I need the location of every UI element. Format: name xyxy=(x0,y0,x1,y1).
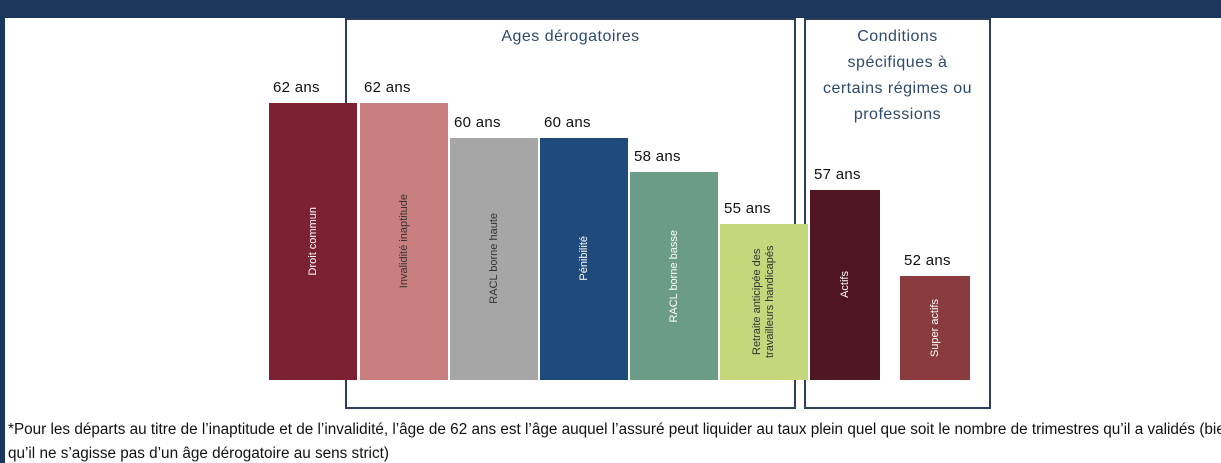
value-label: 52 ans xyxy=(904,252,951,270)
group-title: Conditions spécifiques à certains régime… xyxy=(822,28,973,123)
category-label: RACL borne basse xyxy=(667,229,680,323)
value-label: 55 ans xyxy=(724,200,771,218)
bar: RACL borne haute xyxy=(450,137,538,380)
footnote: *Pour les départs au titre de l’inaptitu… xyxy=(8,421,1221,462)
bar: Pénibilité xyxy=(540,137,628,380)
category-label: Super actifs xyxy=(928,299,941,358)
bar: Invalidité inaptitude xyxy=(360,103,448,380)
category-label: Pénibilité xyxy=(577,236,590,282)
group-title: Ages dérogatoires xyxy=(501,28,640,45)
bar: RACL borne basse xyxy=(630,172,718,380)
left-band xyxy=(0,0,5,463)
top-band xyxy=(0,0,1221,18)
category-label: Invalidité inaptitude xyxy=(397,194,410,289)
category-label: Retraite anticipée des travailleurs hand… xyxy=(751,245,776,359)
value-label: 60 ans xyxy=(544,113,591,131)
value-label: 57 ans xyxy=(814,165,861,183)
category-label: RACL borne haute xyxy=(487,213,500,305)
bar: Retraite anticipée des travailleurs hand… xyxy=(720,224,808,380)
category-label: Droit commun xyxy=(306,207,319,276)
bar: Droit commun xyxy=(269,103,357,380)
group-box xyxy=(804,18,991,409)
value-label: 60 ans xyxy=(454,113,501,131)
category-label: Actifs xyxy=(838,271,851,299)
value-label: 62 ans xyxy=(273,79,320,96)
value-label: 58 ans xyxy=(634,148,681,166)
value-label: 62 ans xyxy=(364,79,411,96)
bar: Actifs xyxy=(810,189,880,380)
bar: Super actifs xyxy=(900,276,970,380)
